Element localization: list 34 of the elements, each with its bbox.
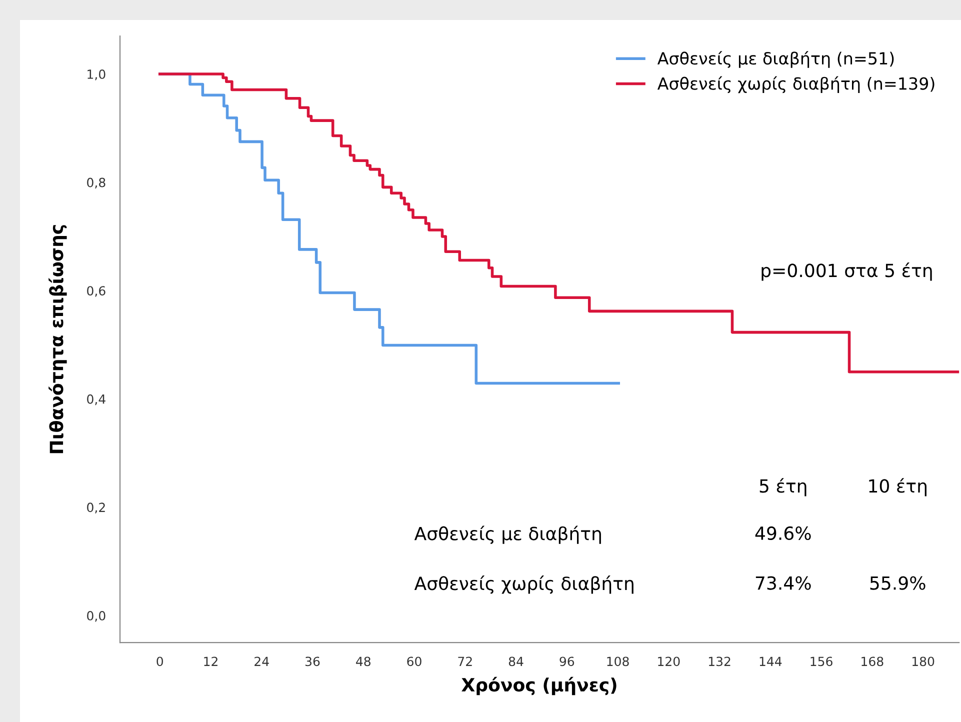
- annotation: Ασθενείς με διαβήτη: [414, 526, 601, 544]
- x-tick-label: 0: [156, 656, 163, 666]
- y-tick-label: 0,4: [87, 394, 106, 406]
- x-axis-title: Χρόνος (μήνες): [462, 676, 616, 696]
- x-tick-label: 24: [254, 656, 269, 666]
- y-axis-title: Πιθανότητα επιβίωσης: [48, 225, 67, 454]
- legend-label: Ασθενείς χωρίς διαβήτη (n=139): [657, 76, 934, 94]
- x-tick-label: 108: [607, 656, 629, 666]
- annotation: 10 έτη: [869, 478, 926, 496]
- x-tick-label: 120: [658, 656, 680, 666]
- annotation: 73.4%: [756, 576, 811, 590]
- annotation: 55.9%: [870, 576, 926, 590]
- x-tick-label: 156: [810, 656, 832, 666]
- x-tick-label: 84: [508, 656, 524, 666]
- x-tick-label: 48: [356, 656, 370, 666]
- legend-label: Ασθενείς με διαβήτη (n=51): [657, 51, 894, 68]
- annotation: p=0.001 στα 5 έτη: [762, 262, 932, 281]
- x-tick-label: 180: [912, 656, 934, 666]
- y-tick-label: 0,8: [87, 178, 106, 189]
- x-tick-label: 60: [407, 656, 422, 666]
- y-tick-label: 0,2: [87, 502, 105, 514]
- x-tick-label: 132: [708, 656, 730, 666]
- annotation: 5 έτη: [760, 478, 806, 496]
- annotation: 49.6%: [755, 526, 811, 540]
- x-tick-label: 168: [862, 656, 884, 666]
- x-tick-label: 72: [458, 656, 472, 666]
- y-tick-label: 1,0: [88, 69, 106, 80]
- x-tick-label: 12: [204, 656, 218, 666]
- x-tick-label: 144: [760, 656, 782, 666]
- y-tick-label: 0,0: [87, 610, 106, 622]
- x-tick-label: 96: [560, 656, 574, 666]
- x-tick-label: 36: [305, 656, 320, 666]
- annotation: Ασθενείς χωρίς διαβήτη: [414, 576, 634, 594]
- y-tick-label: 0,6: [87, 286, 106, 297]
